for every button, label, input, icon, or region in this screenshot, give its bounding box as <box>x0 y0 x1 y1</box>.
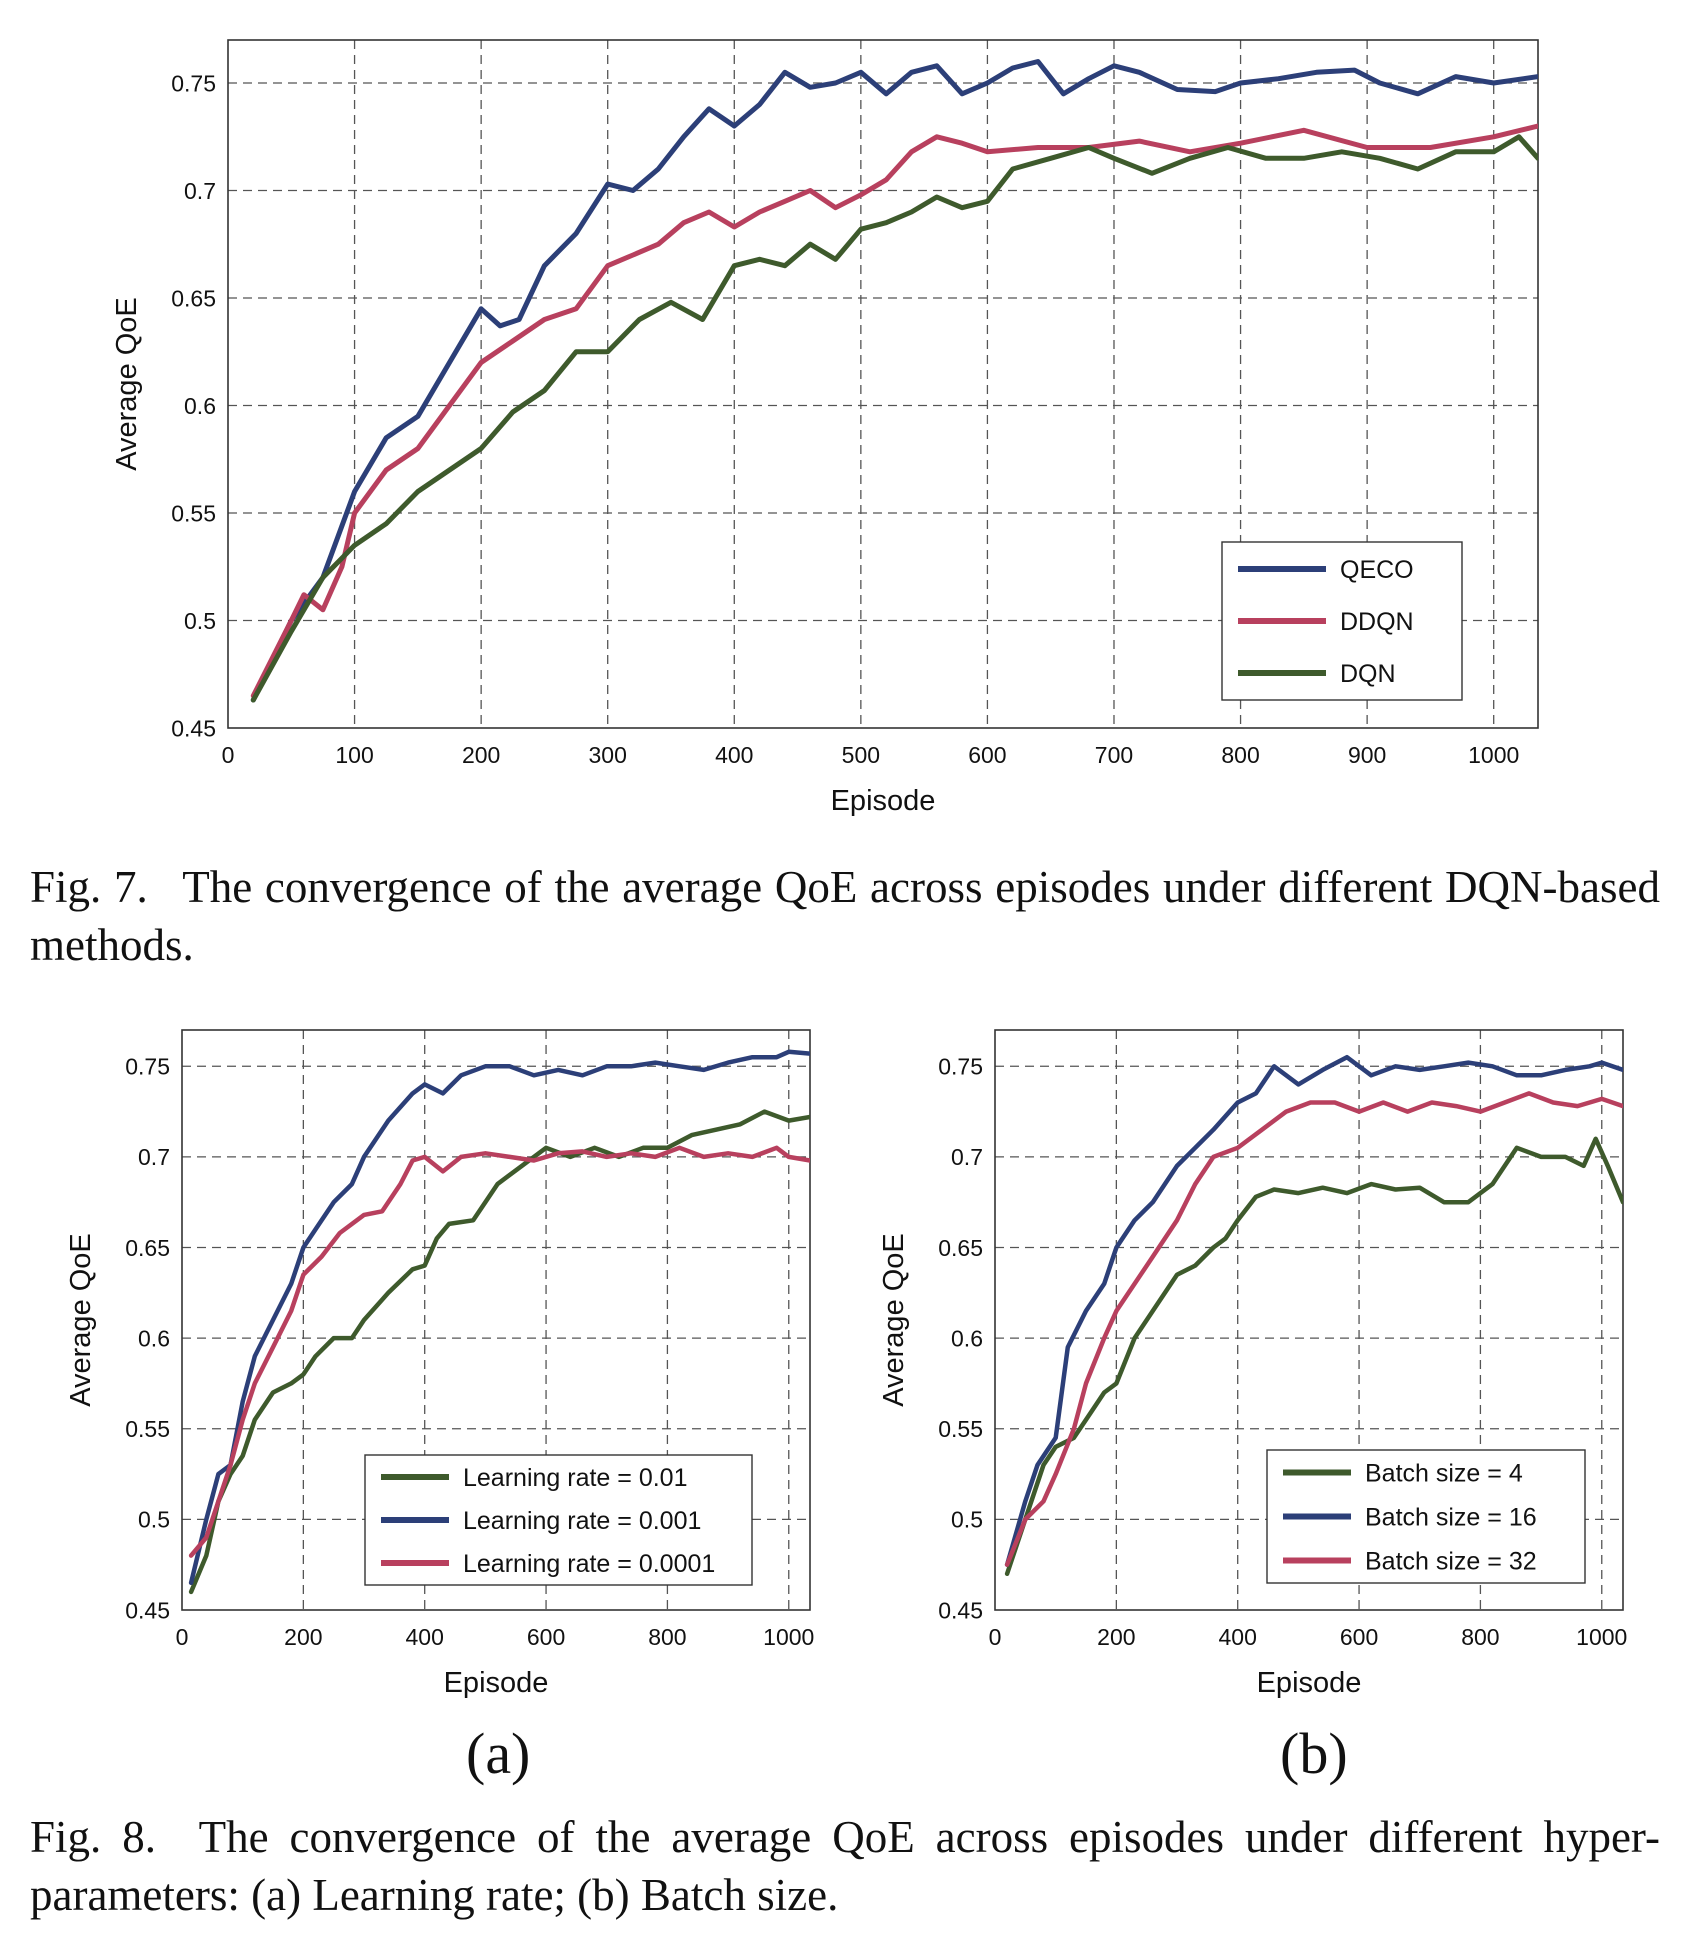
fig7-legend-label-2: DDQN <box>1340 608 1414 636</box>
fig8a-xtick-label: 1000 <box>763 1624 814 1650</box>
fig8b-ytick-label: 0.75 <box>938 1054 983 1080</box>
fig8a-xtick-label: 600 <box>527 1624 565 1650</box>
fig7-xtick-label: 200 <box>462 742 500 768</box>
fig8b-ytick-label: 0.55 <box>938 1416 983 1442</box>
fig8a-xtick-label: 400 <box>406 1624 444 1650</box>
fig8a-xlabel: Episode <box>444 1667 549 1699</box>
fig7-xtick-label: 400 <box>715 742 753 768</box>
fig7-xtick-label: 100 <box>335 742 373 768</box>
fig7-xtick-label: 1000 <box>1468 742 1519 768</box>
fig8-panel-a-label: (a) <box>466 1721 531 1786</box>
fig7-xtick-label: 300 <box>589 742 627 768</box>
fig7-legend: QECO DDQN DQN <box>1221 541 1463 701</box>
fig7-chart: 0 100 200 300 400 500 600 700 800 900 1000 0.45 0.5 0… <box>111 39 1539 817</box>
fig8a-ytick-label: 0.45 <box>125 1597 170 1623</box>
fig7-xtick-label: 0 <box>222 742 235 768</box>
fig8a-series-line-1 <box>188 1109 810 1595</box>
fig8b-ytick-label: 0.5 <box>951 1507 983 1533</box>
fig7-series-line-1 <box>250 59 1538 703</box>
fig7-series-group <box>250 59 1538 703</box>
fig8a-plot-frame <box>181 1029 811 1611</box>
fig7-ytick-label: 0.65 <box>171 285 216 311</box>
fig8a-ytick-label: 0.75 <box>125 1054 170 1080</box>
fig7-ytick-label: 0.5 <box>184 608 216 634</box>
fig8b-grid <box>995 1030 1623 1610</box>
fig8b-series-line-3 <box>1004 1091 1623 1567</box>
fig8b-legend: Batch size = 4 Batch size = 16 Batch size … <box>1266 1449 1586 1584</box>
fig7-legend-label-3: DQN <box>1340 660 1396 688</box>
fig8-panel-b-label: (b) <box>1280 1721 1348 1786</box>
fig7-caption: Fig. 7. The convergence of the average Q… <box>30 862 1660 970</box>
fig8a-series-line-2 <box>188 1049 810 1586</box>
fig8b-chart: 0 200 400 600 800 1000 0.45 0.5 0.55 0.6 0.65 0.7 0.… <box>878 1029 1627 1699</box>
fig8a-legend: Learning rate = 0.01 Learning rate = 0.00… <box>364 1454 753 1586</box>
fig7-ytick-label: 0.45 <box>171 715 216 741</box>
fig7-ylabel: Average QoE <box>111 297 143 471</box>
fig7-xtick-label: 600 <box>968 742 1006 768</box>
fig8a-ytick-label: 0.6 <box>138 1325 170 1351</box>
fig7-xlabel: Episode <box>831 785 936 817</box>
fig8a-legend-label-1: Learning rate = 0.01 <box>463 1464 687 1492</box>
fig8b-xtick-label: 1000 <box>1576 1624 1627 1650</box>
fig8b-ylabel: Average QoE <box>878 1233 910 1407</box>
fig7-xtick-label: 900 <box>1348 742 1386 768</box>
fig8a-xtick-label: 800 <box>648 1624 686 1650</box>
fig8b-xtick-label: 600 <box>1340 1624 1378 1650</box>
fig7-legend-label-1: QECO <box>1340 556 1414 584</box>
fig7-plot-frame <box>227 39 1539 729</box>
fig7-ytick-label: 0.55 <box>171 500 216 526</box>
fig8a-legend-label-2: Learning rate = 0.001 <box>463 1507 701 1535</box>
fig7-xtick-label: 800 <box>1221 742 1259 768</box>
fig8a-series-group <box>188 1049 810 1595</box>
fig8b-xlabel: Episode <box>1257 1667 1362 1699</box>
fig8b-legend-label-1: Batch size = 4 <box>1365 1460 1523 1488</box>
fig8-caption: Fig. 8. The convergence of the average Q… <box>30 1812 1660 1920</box>
fig8a-xtick-label: 200 <box>284 1624 322 1650</box>
fig8a-legend-label-3: Learning rate = 0.0001 <box>463 1550 715 1578</box>
fig8b-plot-frame <box>994 1029 1624 1611</box>
fig8a-ytick-label: 0.5 <box>138 1507 170 1533</box>
fig7-ytick-label: 0.75 <box>171 70 216 96</box>
fig8b-series-group <box>1004 1054 1623 1577</box>
fig8b-xtick-label: 800 <box>1461 1624 1499 1650</box>
fig7-ytick-label: 0.6 <box>184 393 216 419</box>
fig8b-legend-label-3: Batch size = 32 <box>1365 1548 1537 1576</box>
fig8b-ytick-label: 0.45 <box>938 1597 983 1623</box>
fig7-ytick-label: 0.7 <box>184 178 216 204</box>
fig8b-ytick-label: 0.6 <box>951 1325 983 1351</box>
fig8b-xtick-label: 200 <box>1097 1624 1135 1650</box>
fig8b-xtick-label: 400 <box>1219 1624 1257 1650</box>
fig8b-legend-label-2: Batch size = 16 <box>1365 1504 1537 1532</box>
fig7-xtick-label: 700 <box>1095 742 1133 768</box>
fig8b-ytick-label: 0.7 <box>951 1144 983 1170</box>
fig8b-series-line-2 <box>1004 1054 1623 1567</box>
fig8b-xtick-label: 0 <box>989 1624 1002 1650</box>
fig8a-ytick-label: 0.7 <box>138 1144 170 1170</box>
fig8a-chart: 0 200 400 600 800 1000 0.45 0.5 0.55 0.6 0.65 0.7 0.… <box>65 1029 814 1699</box>
fig7-xtick-label: 500 <box>842 742 880 768</box>
fig8a-ytick-label: 0.65 <box>125 1235 170 1261</box>
fig7-series-line-3 <box>250 134 1538 703</box>
fig8b-ytick-label: 0.65 <box>938 1235 983 1261</box>
fig8a-series-line-3 <box>188 1145 810 1558</box>
fig8a-ylabel: Average QoE <box>65 1233 97 1407</box>
fig8a-xtick-label: 0 <box>176 1624 189 1650</box>
fig8a-ytick-label: 0.55 <box>125 1416 170 1442</box>
fig8b-series-line-1 <box>1004 1136 1623 1577</box>
fig7-series-line-2 <box>250 123 1538 699</box>
